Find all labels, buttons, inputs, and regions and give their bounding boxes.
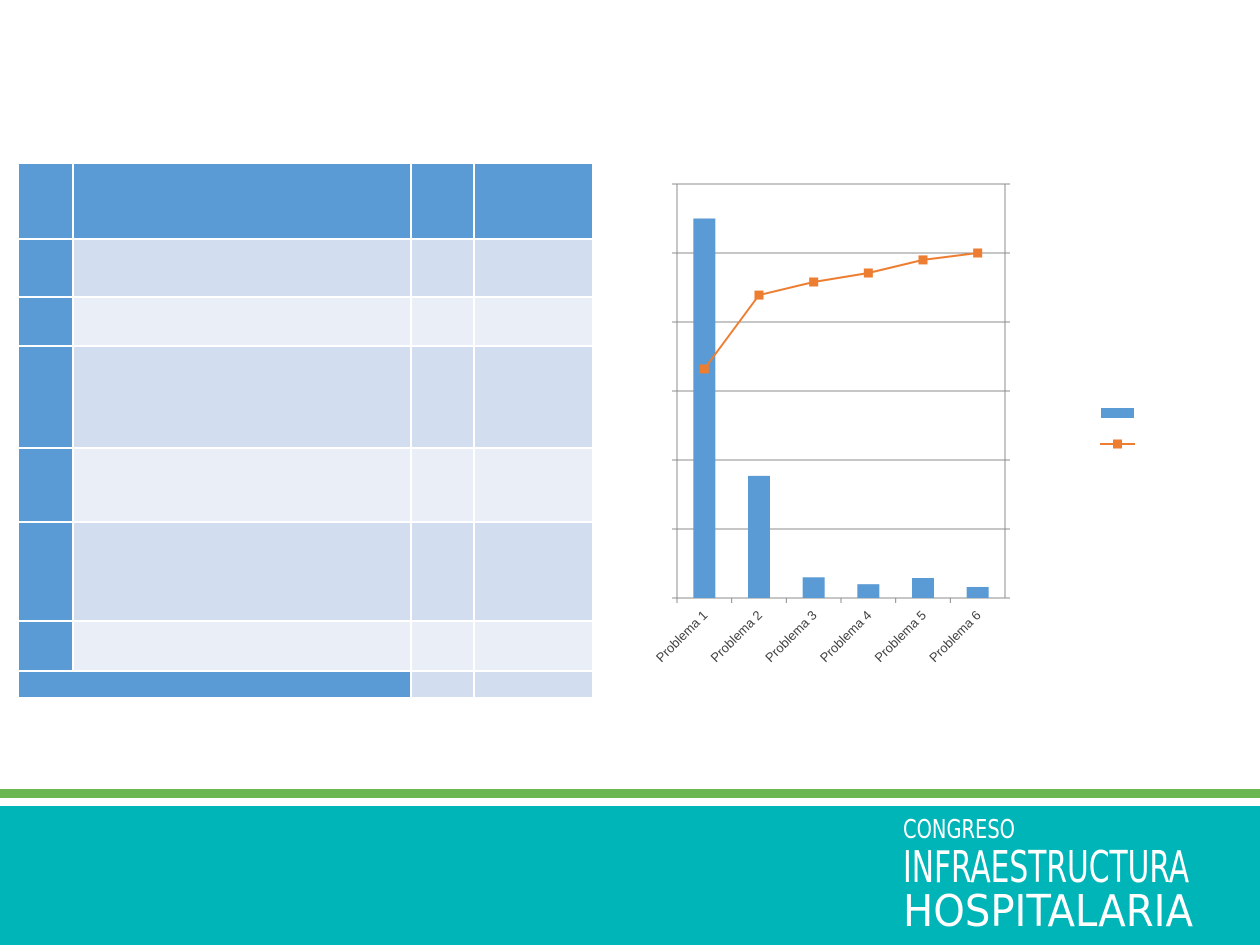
table-cell xyxy=(72,521,412,622)
bar xyxy=(748,475,770,598)
table-cell xyxy=(410,447,475,523)
table-cell xyxy=(410,296,475,347)
table-footer-cell xyxy=(410,670,475,699)
table-cell xyxy=(17,296,74,347)
table-header-cell xyxy=(473,162,594,240)
table-body xyxy=(17,238,594,699)
logo-line: INFRAESTRUCTURA xyxy=(903,842,1189,893)
x-tick-label: Problema 5 xyxy=(872,608,930,666)
table-cell xyxy=(72,296,412,347)
table-cell xyxy=(72,238,412,298)
x-tick-label: Problema 6 xyxy=(926,608,984,666)
bar xyxy=(693,218,716,598)
table-cell xyxy=(72,620,412,672)
table-cell xyxy=(17,620,74,672)
table-footer-cell xyxy=(17,670,412,699)
line-marker xyxy=(699,364,709,374)
bar xyxy=(802,577,825,598)
x-tick-label: Problema 4 xyxy=(817,608,875,666)
table-cell xyxy=(72,345,412,449)
logo-line: HOSPITALARIA xyxy=(903,886,1193,937)
table-cell xyxy=(410,521,475,622)
x-tick-label: Problema 2 xyxy=(708,608,766,666)
table-header-cell xyxy=(72,162,412,240)
table-cell xyxy=(473,345,594,449)
table-cell xyxy=(410,620,475,672)
table-cell xyxy=(473,238,594,298)
table-header-cell xyxy=(410,162,475,240)
table-cell xyxy=(473,447,594,523)
table xyxy=(17,162,594,699)
table-cell xyxy=(72,447,412,523)
logo-line: CONGRESO xyxy=(903,815,1015,845)
logo: CONGRESO INFRAESTRUCTURA HOSPITALARIA xyxy=(903,815,1193,937)
bar xyxy=(857,584,880,598)
table-cell xyxy=(473,620,594,672)
line-marker xyxy=(809,277,819,287)
table-cell xyxy=(17,447,74,523)
table-cell xyxy=(17,238,74,298)
line-marker xyxy=(863,268,873,278)
table-header-cell xyxy=(17,162,74,240)
footer-stripe xyxy=(0,789,1260,798)
table-cell xyxy=(473,521,594,622)
table-cell xyxy=(17,345,74,449)
line-marker xyxy=(918,255,928,265)
table-cell xyxy=(410,238,475,298)
table-cell xyxy=(473,296,594,347)
table-footer-cell xyxy=(473,670,594,699)
footer-band xyxy=(0,806,1260,945)
table-cell xyxy=(17,521,74,622)
bar xyxy=(912,577,934,598)
legend-swatch xyxy=(1113,439,1122,449)
line xyxy=(703,252,978,370)
line-marker xyxy=(754,290,764,300)
line-marker xyxy=(973,248,983,258)
bar xyxy=(966,586,989,598)
x-tick-label: Problema 3 xyxy=(762,608,820,666)
table-cell xyxy=(410,345,475,449)
x-tick-label: Problema 1 xyxy=(653,608,711,666)
legend-swatch xyxy=(1101,408,1134,418)
